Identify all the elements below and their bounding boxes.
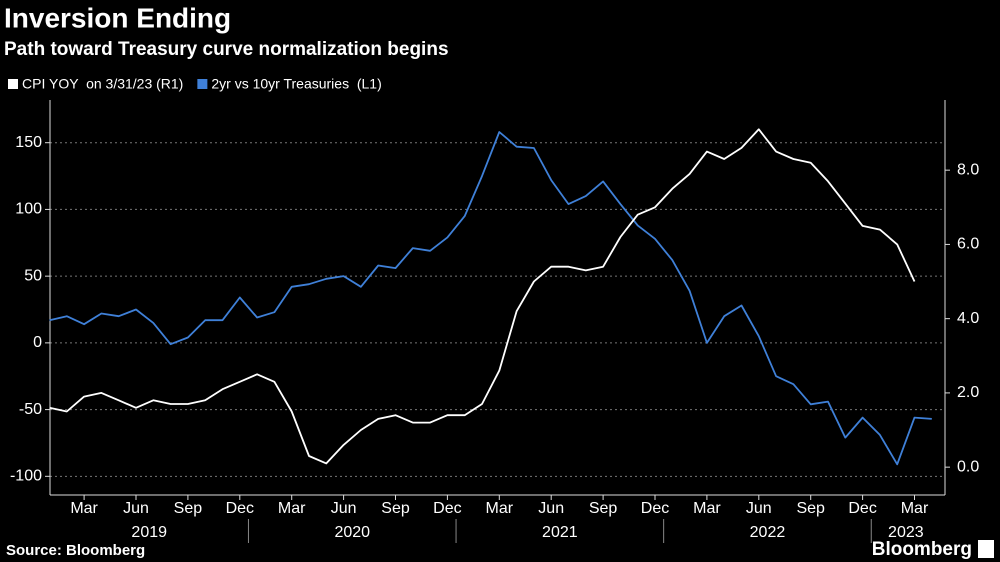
x-tick-label: Mar [278, 500, 306, 517]
x-tick-label: Sep [589, 500, 618, 517]
x-tick-label: Mar [486, 500, 514, 517]
y2-tick-label: 2.0 [957, 384, 979, 401]
x-tick-label: Mar [901, 500, 929, 517]
x-tick-label: Jun [123, 500, 149, 517]
y2-tick-label: 8.0 [957, 161, 979, 178]
logo-icon [978, 540, 994, 558]
source: Source: Bloomberg [6, 542, 145, 559]
x-tick-label: Jun [331, 500, 357, 517]
legend-swatch [8, 79, 18, 89]
series-line [49, 131, 932, 466]
y2-tick-label: 6.0 [957, 236, 979, 253]
year-label: 2019 [131, 524, 167, 541]
x-tick-label: Jun [538, 500, 564, 517]
logo: Bloomberg [872, 539, 972, 560]
x-tick-label: Jun [746, 500, 772, 517]
x-tick-label: Mar [693, 500, 721, 517]
y-tick-label: 150 [15, 134, 42, 151]
x-tick-label: Sep [381, 500, 410, 517]
x-tick-label: Dec [641, 500, 669, 517]
x-tick-label: Sep [174, 500, 203, 517]
y-tick-label: -50 [19, 401, 42, 418]
x-tick-label: Sep [796, 500, 825, 517]
y-tick-label: 100 [15, 201, 42, 218]
chart-subtitle: Path toward Treasury curve normalization… [4, 39, 449, 60]
y2-tick-label: 0.0 [957, 458, 979, 475]
x-tick-label: Dec [848, 500, 876, 517]
legend-label: 2yr vs 10yr Treasuries (L1) [211, 76, 381, 92]
y-tick-label: 50 [24, 267, 42, 284]
legend-label: CPI YOY on 3/31/23 (R1) [22, 76, 183, 92]
chart-title: Inversion Ending [4, 2, 231, 33]
x-tick-label: Dec [226, 500, 254, 517]
series-line [49, 128, 916, 465]
y2-tick-label: 4.0 [957, 310, 979, 327]
x-tick-label: Mar [70, 500, 98, 517]
y-tick-label: 0 [33, 334, 42, 351]
legend-swatch [197, 79, 208, 89]
y-tick-label: -100 [10, 468, 42, 485]
x-tick-label: Dec [433, 500, 461, 517]
year-label: 2022 [750, 524, 786, 541]
year-label: 2023 [888, 524, 924, 541]
year-label: 2020 [334, 524, 370, 541]
year-label: 2021 [542, 524, 578, 541]
